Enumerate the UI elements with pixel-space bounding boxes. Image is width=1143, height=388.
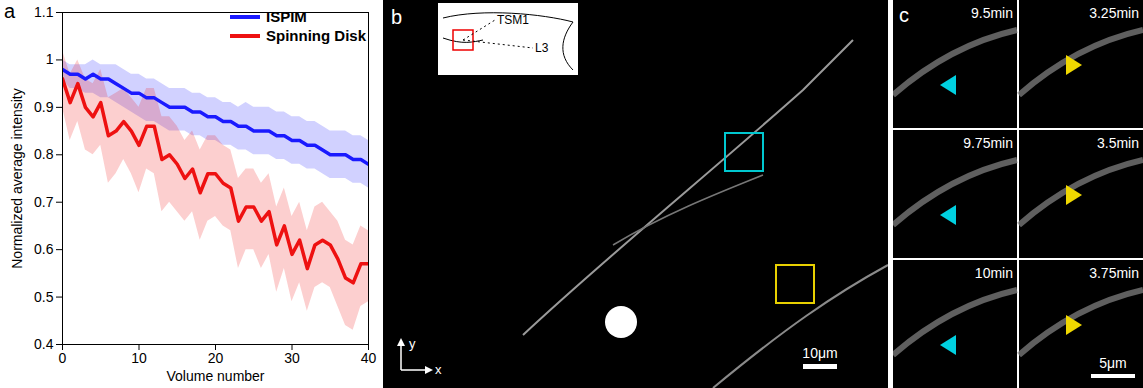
svg-text:0.9: 0.9 [34,99,54,115]
svg-text:3.25min: 3.25min [1089,5,1139,21]
svg-text:0.4: 0.4 [34,336,54,352]
html-text:Spinning Disk: Spinning Disk [266,27,366,44]
svg-text:10μm: 10μm [802,345,837,361]
svg-text:3.5min: 3.5min [1097,135,1139,151]
svg-text:L3: L3 [535,41,549,55]
html-text:a: a [4,0,16,22]
svg-text:Normalized average intensity: Normalized average intensity [9,88,25,269]
svg-text:30: 30 [284,350,300,366]
svg-text:10: 10 [131,350,147,366]
svg-text:1.1: 1.1 [34,4,54,20]
svg-text:TSM1: TSM1 [497,13,529,27]
svg-text:0.8: 0.8 [34,146,54,162]
svg-text:9.75min: 9.75min [963,135,1013,151]
svg-text:y: y [409,336,416,351]
svg-text:3.75min: 3.75min [1089,265,1139,281]
svg-text:0.7: 0.7 [34,194,54,210]
svg-text:x: x [435,362,442,377]
svg-text:Volume number: Volume number [166,368,264,384]
svg-text:10min: 10min [975,265,1013,281]
svg-text:1: 1 [46,51,54,67]
svg-text:0.5: 0.5 [34,289,54,305]
svg-text:c: c [899,4,909,26]
svg-text:0.6: 0.6 [34,241,54,257]
svg-text:b: b [391,6,402,28]
svg-text:40: 40 [361,350,377,366]
svg-text:0: 0 [59,350,67,366]
svg-text:9.5min: 9.5min [971,5,1013,21]
svg-text:20: 20 [208,350,224,366]
html-text:ISPIM: ISPIM [266,8,307,25]
svg-text:5μm: 5μm [1099,355,1127,371]
